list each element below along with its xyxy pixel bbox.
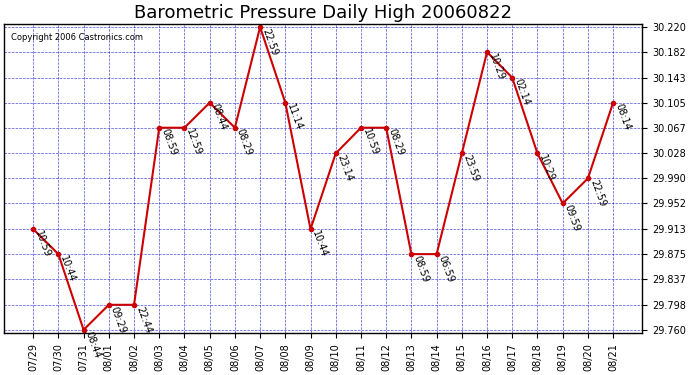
Text: 10:44: 10:44: [59, 254, 77, 284]
Text: 10:44: 10:44: [310, 229, 329, 259]
Text: 10:29: 10:29: [538, 153, 556, 183]
Text: 11:14: 11:14: [286, 103, 304, 132]
Text: 09:59: 09:59: [562, 203, 582, 233]
Text: 06:59: 06:59: [437, 254, 455, 284]
Text: 12:59: 12:59: [184, 128, 204, 158]
Text: 02:14: 02:14: [512, 78, 531, 107]
Text: 08:59: 08:59: [159, 128, 178, 158]
Text: 08:59: 08:59: [411, 254, 431, 284]
Title: Barometric Pressure Daily High 20060822: Barometric Pressure Daily High 20060822: [134, 4, 512, 22]
Text: 09:29: 09:29: [109, 305, 128, 334]
Text: 08:29: 08:29: [235, 128, 254, 158]
Text: 22:59: 22:59: [588, 178, 607, 208]
Text: 08:14: 08:14: [613, 103, 632, 132]
Text: Copyright 2006 Castronics.com: Copyright 2006 Castronics.com: [10, 33, 143, 42]
Text: 22:59: 22:59: [260, 27, 279, 57]
Text: 08:29: 08:29: [386, 128, 405, 158]
Text: 08:44: 08:44: [83, 330, 103, 359]
Text: 22:44: 22:44: [134, 305, 153, 334]
Text: 08:44: 08:44: [210, 103, 228, 132]
Text: 10:29: 10:29: [487, 52, 506, 82]
Text: 10:59: 10:59: [33, 229, 52, 259]
Text: 23:14: 23:14: [336, 153, 355, 183]
Text: 10:59: 10:59: [361, 128, 380, 158]
Text: 23:59: 23:59: [462, 153, 481, 183]
